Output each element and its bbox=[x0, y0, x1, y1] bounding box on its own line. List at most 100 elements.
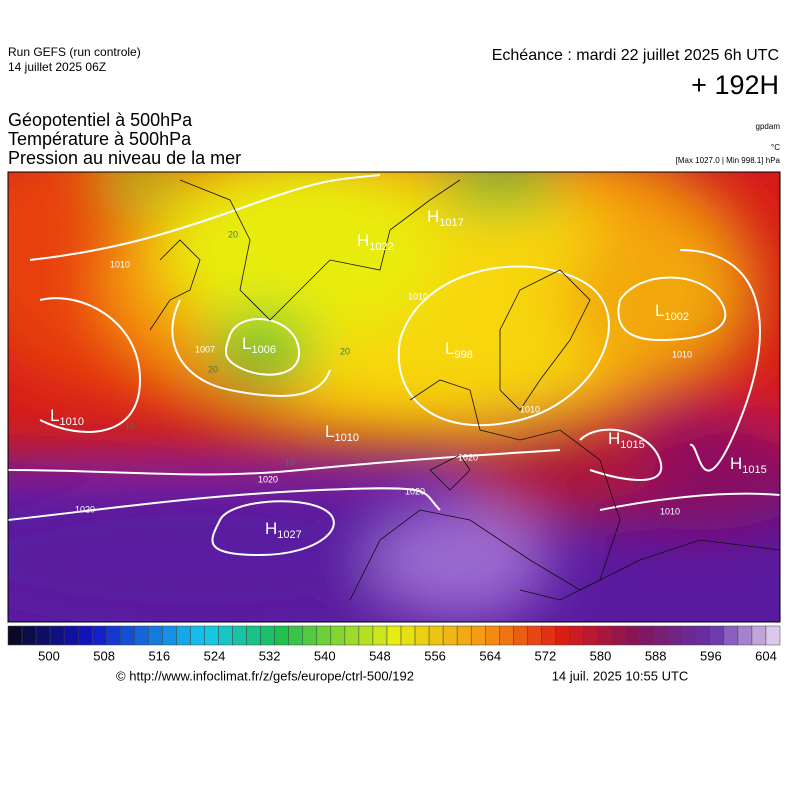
center-letter: L bbox=[445, 339, 454, 358]
colorbar-swatch bbox=[709, 625, 725, 646]
colorbar-swatch bbox=[597, 625, 612, 646]
colorbar-swatch bbox=[246, 625, 261, 646]
colorbar-swatch bbox=[232, 625, 247, 646]
colorbar-swatch bbox=[555, 625, 570, 646]
map-field: L1006H1017H1022H1027L1010L1010L1002L998H… bbox=[8, 172, 780, 622]
colorbar-swatch bbox=[499, 625, 514, 646]
colorbar-tick-label: 508 bbox=[93, 648, 115, 663]
map-frame bbox=[7, 171, 781, 623]
colorbar-swatch bbox=[695, 625, 711, 646]
contour-label: 20 bbox=[228, 229, 238, 239]
center-letter: L bbox=[655, 301, 664, 320]
contour-label: 1010 bbox=[520, 404, 540, 414]
forecast-time: Echéance : mardi 22 juillet 2025 6h UTC bbox=[492, 47, 779, 64]
colorbar-swatch bbox=[21, 625, 37, 646]
contour-label: 10 bbox=[285, 457, 295, 467]
colorbar-tick-label: 548 bbox=[369, 648, 391, 663]
colorbar-tick-label: 540 bbox=[314, 648, 336, 663]
pressure-center: L1006 bbox=[242, 334, 276, 355]
colorbar-swatch bbox=[7, 625, 23, 646]
colorbar-tick-label: 524 bbox=[204, 648, 226, 663]
pressure-center: H1015 bbox=[730, 454, 767, 475]
colorbar-swatch bbox=[527, 625, 542, 646]
colorbar-swatch bbox=[260, 625, 275, 646]
colorbar-swatch bbox=[344, 625, 360, 646]
colorbar-swatch bbox=[583, 625, 598, 646]
center-value: 1015 bbox=[620, 439, 644, 451]
colorbar-tick-label: 572 bbox=[535, 648, 557, 663]
colorbar-swatch bbox=[372, 625, 388, 646]
center-letter: L bbox=[242, 334, 251, 353]
center-value: 1015 bbox=[742, 464, 766, 476]
center-letter: L bbox=[325, 422, 334, 441]
colorbar-swatch bbox=[288, 625, 304, 646]
colorbar-swatch bbox=[204, 625, 219, 646]
colorbar-swatch bbox=[134, 625, 149, 646]
colorbar-swatch bbox=[120, 625, 135, 646]
colorbar-swatch bbox=[106, 625, 121, 646]
colorbar-swatch bbox=[400, 625, 416, 646]
colorbar-swatch bbox=[667, 625, 682, 646]
contour-label: 1010 bbox=[672, 349, 692, 359]
contour-label: 1020 bbox=[258, 474, 278, 484]
colorbar-swatch bbox=[35, 625, 51, 646]
isobars bbox=[8, 174, 780, 557]
colorbar-tick-label: 604 bbox=[755, 648, 777, 663]
center-value: 1027 bbox=[277, 529, 301, 541]
center-value: 1006 bbox=[251, 344, 275, 356]
center-value: 1010 bbox=[334, 432, 358, 444]
colorbar-swatch bbox=[63, 625, 79, 646]
colorbar-swatch bbox=[190, 625, 205, 646]
pressure-center: L1010 bbox=[50, 406, 84, 427]
pressure-center: L998 bbox=[445, 339, 473, 360]
colorbar-swatch bbox=[513, 625, 528, 646]
unit: gpdam bbox=[756, 122, 781, 131]
unit: [Max 1027.0 | Min 998.1] hPa bbox=[676, 156, 781, 165]
center-letter: L bbox=[50, 406, 59, 425]
colorbar: 500 508 516 524 532 540 548 556 564 572 580 588 596 6… bbox=[7, 625, 781, 663]
run-label: Run GEFS (run controle) bbox=[8, 45, 141, 59]
colorbar-tick-label: 596 bbox=[700, 648, 722, 663]
colorbar-swatch bbox=[681, 625, 697, 646]
colorbar-swatch bbox=[302, 625, 318, 646]
pressure-center: H1015 bbox=[608, 429, 645, 450]
contour-label: 1010 bbox=[110, 259, 130, 269]
center-letter: H bbox=[730, 454, 742, 473]
colorbar-swatch bbox=[541, 625, 556, 646]
colorbar-swatch bbox=[737, 625, 753, 646]
colorbar-tick-label: 588 bbox=[645, 648, 667, 663]
legend-line: Pression au niveau de la mer bbox=[8, 148, 241, 168]
colorbar-swatch bbox=[386, 625, 402, 646]
colorbar-swatch bbox=[751, 625, 767, 646]
source-credit: © http://www.infoclimat.fr/z/gefs/europe… bbox=[116, 668, 414, 683]
center-value: 1002 bbox=[664, 311, 688, 323]
colorbar-swatch bbox=[274, 625, 289, 646]
contour-label: 1020 bbox=[458, 452, 478, 462]
colorbar-swatch bbox=[625, 625, 640, 646]
colorbar-swatch bbox=[358, 625, 374, 646]
colorbar-swatch bbox=[176, 625, 191, 646]
colorbar-swatch bbox=[148, 625, 163, 646]
colorbar-tick-label: 500 bbox=[38, 648, 60, 663]
contour-label: 20 bbox=[208, 364, 218, 374]
contour-label: 10 bbox=[125, 421, 135, 431]
pressure-center: H1022 bbox=[357, 231, 394, 252]
center-letter: H bbox=[427, 207, 439, 226]
colorbar-swatch bbox=[456, 625, 472, 646]
contour-label: 1010 bbox=[408, 291, 428, 301]
pressure-center: H1017 bbox=[427, 207, 464, 228]
colorbar-swatch bbox=[470, 625, 486, 646]
center-letter: H bbox=[608, 429, 620, 448]
center-letter: H bbox=[265, 519, 277, 538]
colorbar-swatch bbox=[569, 625, 584, 646]
colorbar-swatch bbox=[49, 625, 65, 646]
colorbar-swatch bbox=[765, 625, 781, 646]
colorbar-tick-label: 516 bbox=[148, 648, 170, 663]
colorbar-swatch bbox=[91, 625, 107, 646]
pressure-center: L1010 bbox=[325, 422, 359, 443]
colorbar-swatch bbox=[639, 625, 654, 646]
colorbar-tick-label: 564 bbox=[479, 648, 501, 663]
colorbar-swatch bbox=[77, 625, 93, 646]
colorbar-swatch bbox=[414, 625, 430, 646]
colorbar-swatch bbox=[428, 625, 444, 646]
